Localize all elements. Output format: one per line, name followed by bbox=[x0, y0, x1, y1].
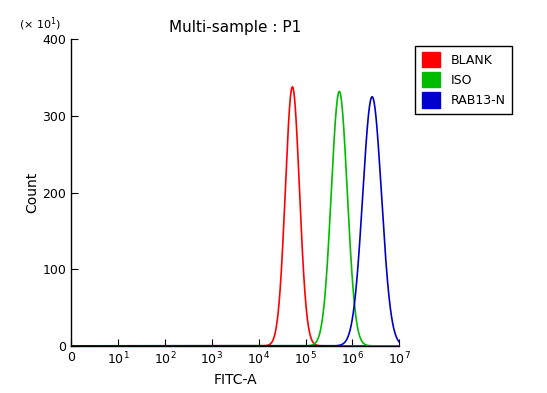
Text: $(\times\ 10^1)$: $(\times\ 10^1)$ bbox=[19, 16, 61, 33]
Y-axis label: Count: Count bbox=[26, 172, 39, 213]
Title: Multi-sample : P1: Multi-sample : P1 bbox=[169, 20, 301, 35]
X-axis label: FITC-A: FITC-A bbox=[213, 373, 257, 387]
Legend: BLANK, ISO, RAB13-N: BLANK, ISO, RAB13-N bbox=[415, 46, 511, 114]
